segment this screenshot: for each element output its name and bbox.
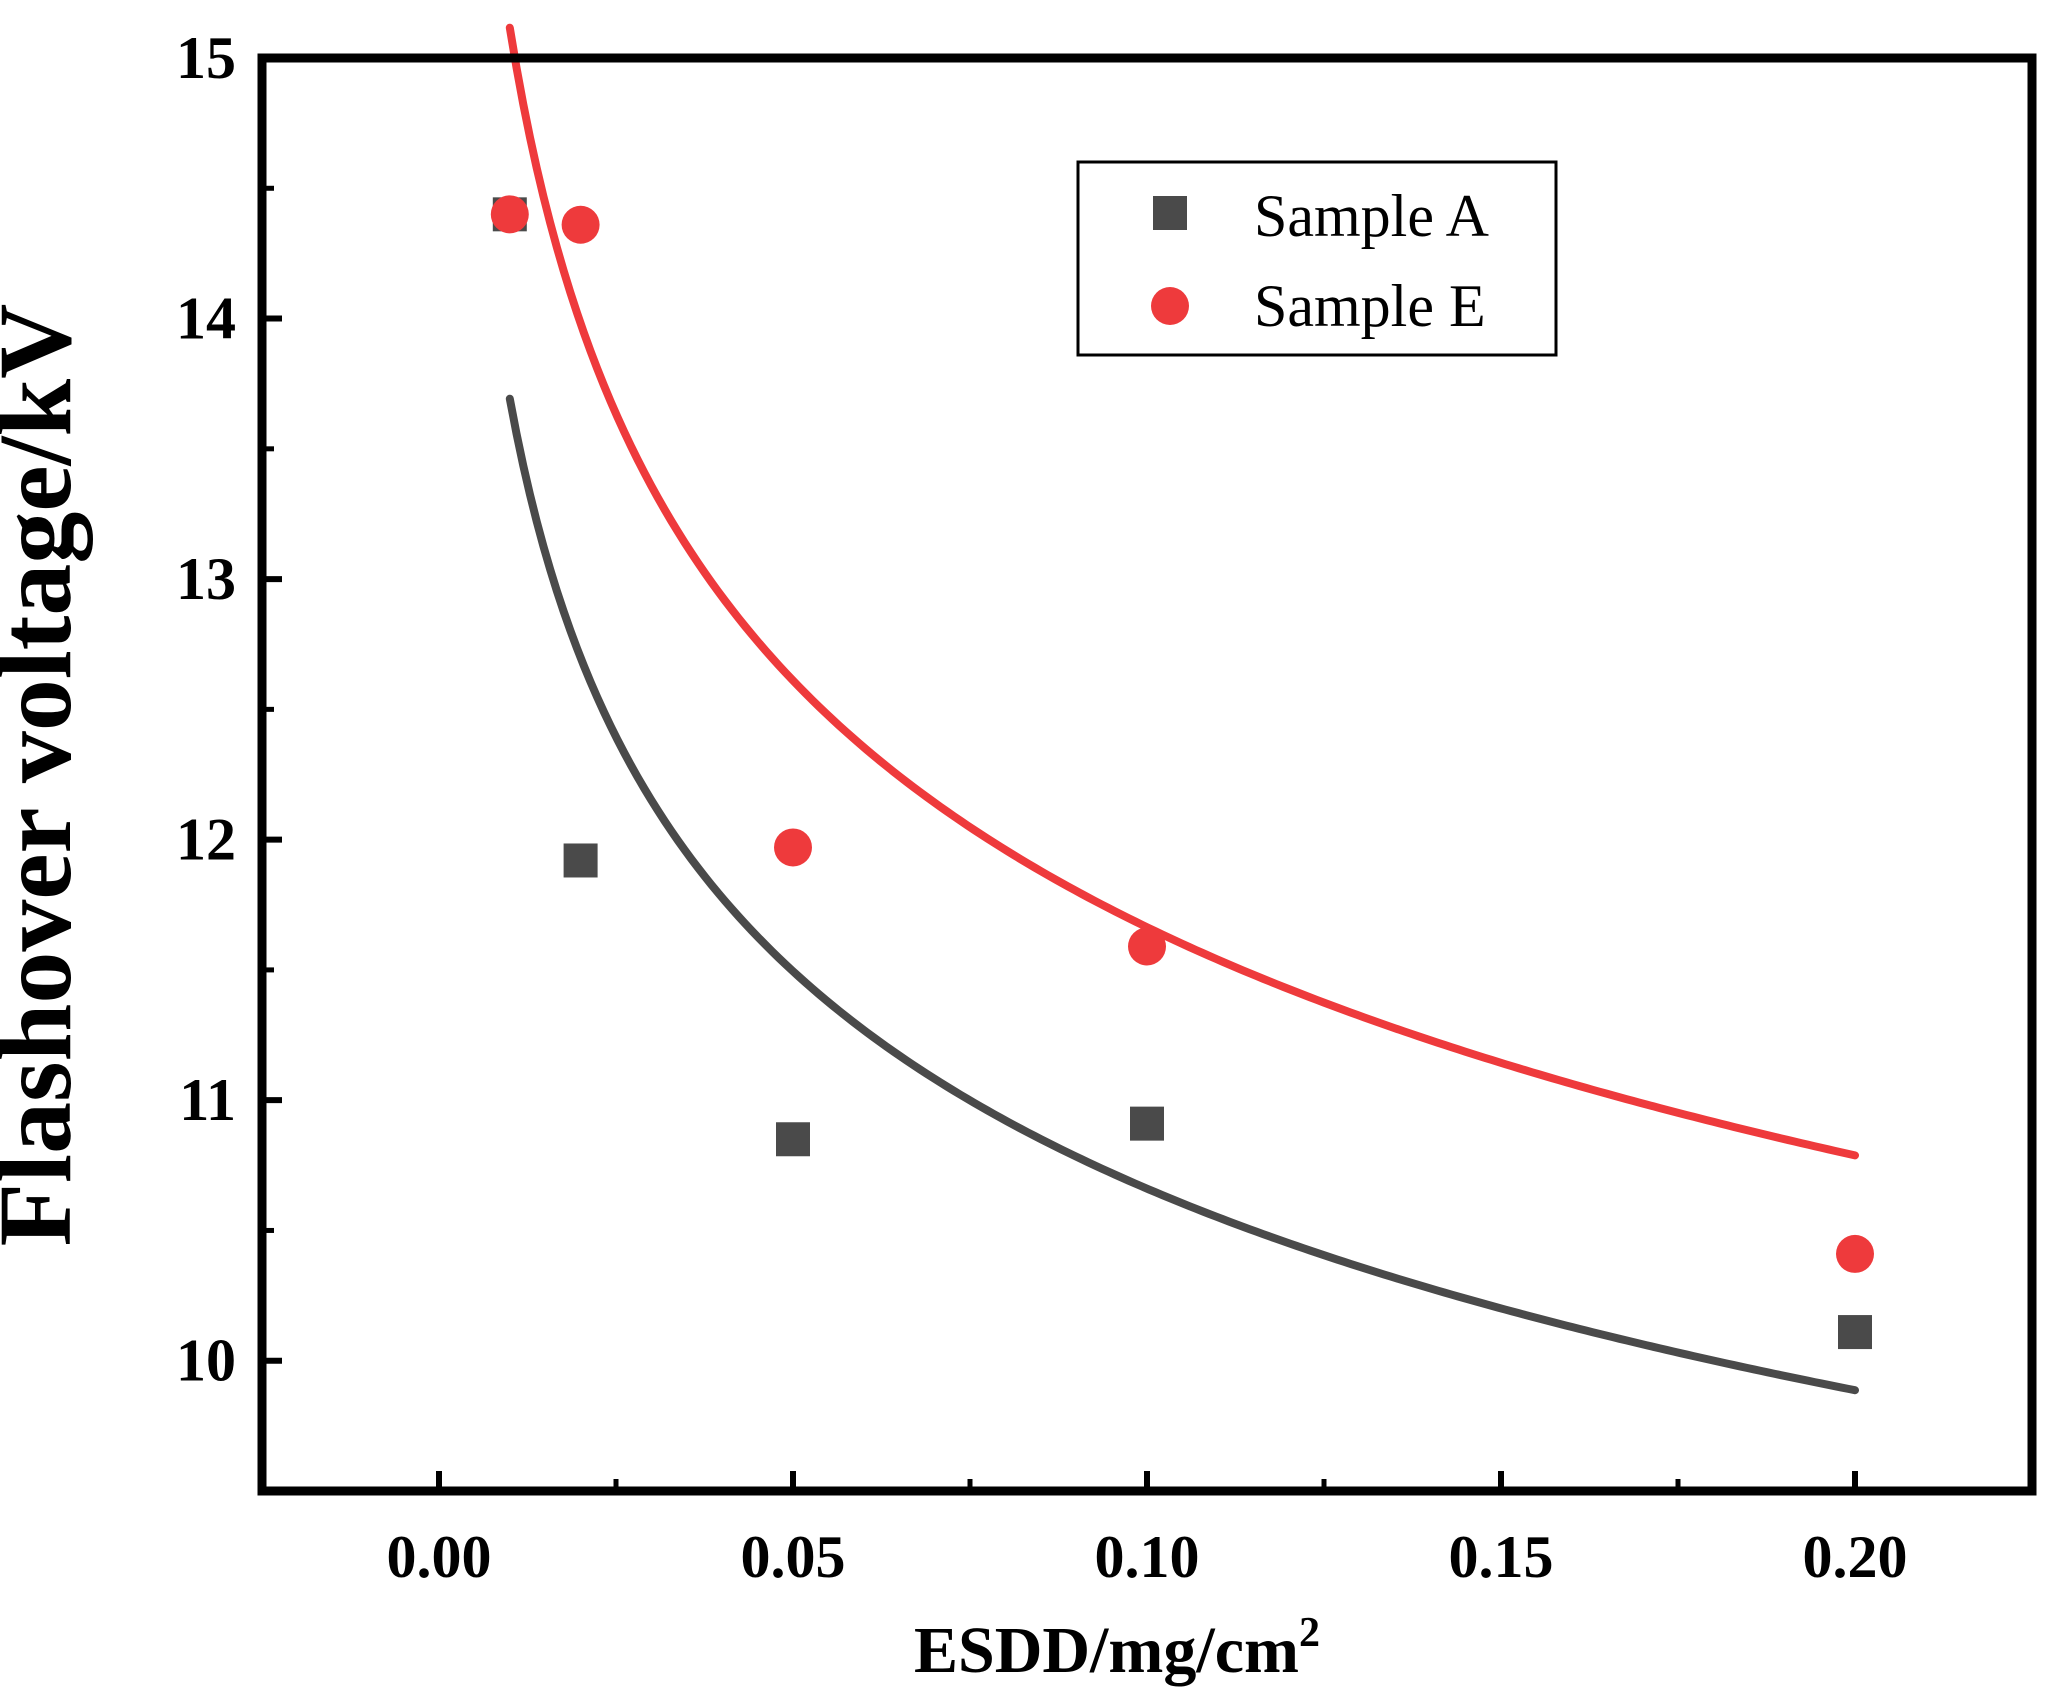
- x-ticks-layer: 0.00 0.05 0.10 0.15 0.20: [387, 1471, 1908, 1590]
- data-point-sample-e-3: [1128, 927, 1166, 966]
- fit-curve-sample-a: [505, 394, 1859, 1395]
- x-tick-label-2: 0.10: [1095, 1524, 1200, 1590]
- data-markers-layer: [490, 195, 1874, 1350]
- x-tick-label-1: 0.05: [741, 1524, 846, 1590]
- data-point-sample-e-1: [561, 205, 600, 244]
- x-axis-title-superscript: 2: [1299, 1610, 1320, 1656]
- x-tick-label-4: 0.20: [1803, 1524, 1908, 1590]
- x-axis-title: ESDD/mg/cm2: [914, 1610, 1320, 1687]
- legend-marker-sample-e: [1151, 287, 1189, 325]
- data-point-sample-e-2: [774, 828, 812, 867]
- data-point-sample-e-4: [1836, 1234, 1874, 1273]
- fit-curve-sample-e: [505, 23, 1859, 1160]
- y-tick-label-1: 11: [179, 1067, 236, 1133]
- data-point-sample-a-3: [1130, 1106, 1164, 1141]
- data-point-sample-a-4: [1838, 1315, 1872, 1350]
- y-axis-title: Flashover voltage/kV: [0, 304, 93, 1247]
- y-tick-label-4: 14: [176, 286, 236, 352]
- legend-label-sample-e: Sample E: [1254, 273, 1486, 339]
- y-tick-label-2: 12: [176, 807, 236, 873]
- data-point-sample-a-1: [563, 843, 598, 878]
- legend-label-sample-a: Sample A: [1254, 183, 1489, 249]
- x-tick-label-3: 0.15: [1449, 1524, 1554, 1590]
- x-axis-title-main: ESDD/mg/cm: [914, 1614, 1299, 1687]
- data-point-sample-e-0: [490, 195, 529, 234]
- x-tick-label-0: 0.00: [387, 1524, 492, 1590]
- y-tick-label-3: 13: [176, 546, 236, 612]
- y-tick-label-0: 10: [176, 1328, 236, 1394]
- fit-curves-layer: [505, 23, 1859, 1395]
- y-tick-label-5: 15: [176, 25, 236, 91]
- legend-marker-sample-a: [1153, 196, 1187, 230]
- legend-box: [1076, 160, 1558, 357]
- legend: Sample A Sample E: [1076, 160, 1558, 357]
- data-point-sample-a-2: [776, 1122, 810, 1157]
- y-ticks-layer: 10 11 12 13 14 15: [176, 25, 282, 1394]
